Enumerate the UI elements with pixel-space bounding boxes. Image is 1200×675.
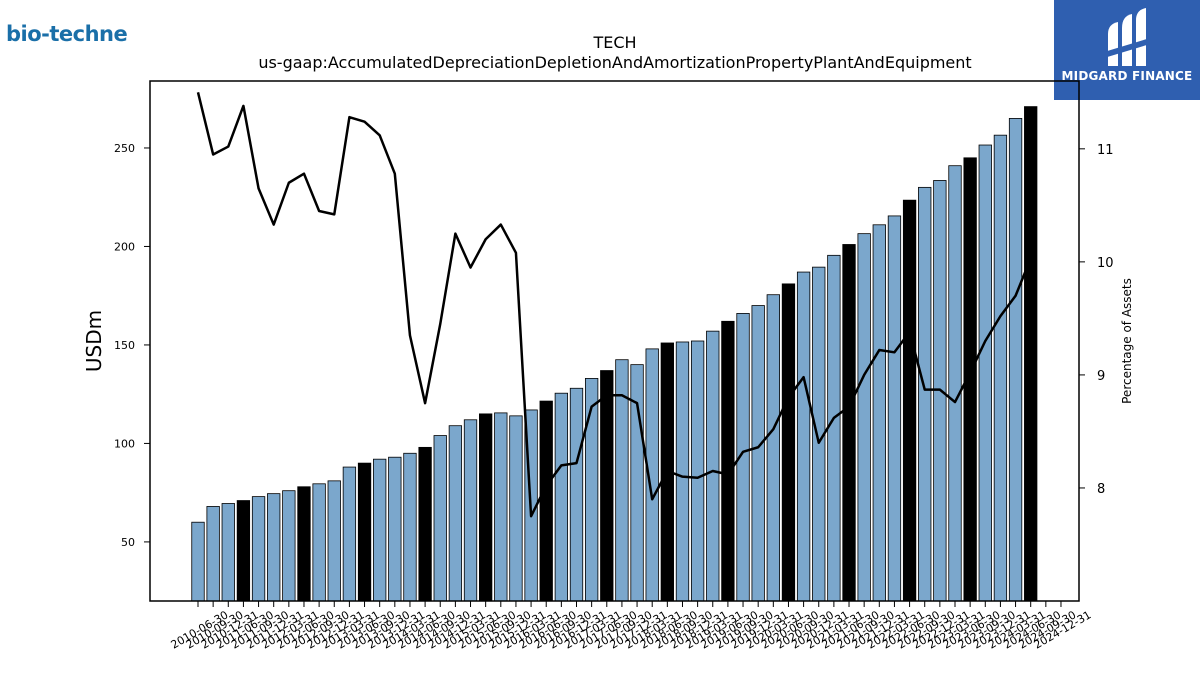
y-axis-left: 50 100 150 200 250 — [114, 142, 150, 549]
bar — [388, 456, 402, 602]
bar — [690, 340, 705, 602]
bar — [978, 144, 992, 602]
y-tick-label: 250 — [114, 142, 135, 155]
bar — [902, 199, 917, 602]
publisher-name: MIDGARD FINANCE — [1061, 69, 1193, 83]
y2-tick-label: 9 — [1097, 369, 1105, 384]
bar — [1008, 118, 1023, 602]
bar — [251, 496, 266, 602]
bar — [948, 165, 962, 602]
chart-title: TECH — [592, 33, 636, 52]
bar — [918, 186, 932, 602]
x-axis: 2010-06-302010-09-302010-12-312011-06-30… — [169, 601, 1093, 652]
plot-frame — [149, 80, 1080, 602]
bar — [282, 490, 296, 602]
bar — [993, 134, 1008, 602]
y-axis-label: USDm — [82, 310, 106, 372]
bar — [766, 294, 780, 602]
bar — [1024, 106, 1038, 602]
bar — [479, 413, 493, 602]
bar — [796, 271, 811, 602]
bar — [539, 400, 553, 602]
bar — [297, 486, 311, 602]
bar — [554, 392, 569, 602]
bar — [781, 283, 796, 602]
line-series — [196, 92, 1032, 518]
y-axis-right: 8 9 10 11 — [1079, 143, 1114, 497]
bar — [706, 330, 720, 602]
bar — [206, 506, 220, 602]
bar — [751, 305, 765, 602]
bar — [509, 415, 523, 602]
bar — [221, 503, 235, 602]
bar — [191, 521, 205, 602]
y2-axis-label: Percentage of Assets — [1120, 278, 1134, 404]
bar — [312, 483, 326, 602]
y-tick-label: 50 — [121, 536, 135, 549]
y-tick-label: 200 — [114, 240, 135, 253]
publisher-badge: MIDGARD FINANCE — [1054, 0, 1200, 100]
bar — [403, 452, 417, 602]
bar — [373, 458, 387, 602]
y2-tick-label: 11 — [1097, 143, 1114, 158]
bar — [267, 493, 281, 602]
y-tick-label: 150 — [114, 339, 135, 352]
y-tick-label: 100 — [114, 437, 135, 450]
bar — [887, 215, 902, 602]
bar — [418, 446, 432, 602]
bar — [842, 244, 856, 602]
midgard-logo-icon — [1104, 8, 1150, 66]
bar — [433, 435, 447, 602]
bar — [327, 480, 341, 602]
bar — [721, 320, 735, 602]
bar — [675, 341, 690, 602]
bar — [872, 224, 886, 602]
bar — [236, 500, 251, 602]
bar — [857, 233, 871, 602]
bar — [569, 387, 584, 602]
chart-subtitle: us-gaap:AccumulatedDepreciationDepletion… — [258, 53, 971, 72]
bar — [357, 462, 372, 602]
bar — [342, 466, 357, 602]
y2-tick-label: 8 — [1097, 482, 1105, 497]
bar — [584, 378, 599, 602]
percentage-line — [196, 92, 1032, 518]
bar — [827, 254, 841, 602]
company-logo: bio-techne — [6, 22, 128, 46]
bar — [494, 412, 508, 602]
bar — [448, 425, 463, 602]
y2-tick-label: 10 — [1097, 256, 1114, 271]
bar — [463, 419, 478, 602]
bar-series — [191, 106, 1038, 602]
bar — [600, 370, 614, 602]
